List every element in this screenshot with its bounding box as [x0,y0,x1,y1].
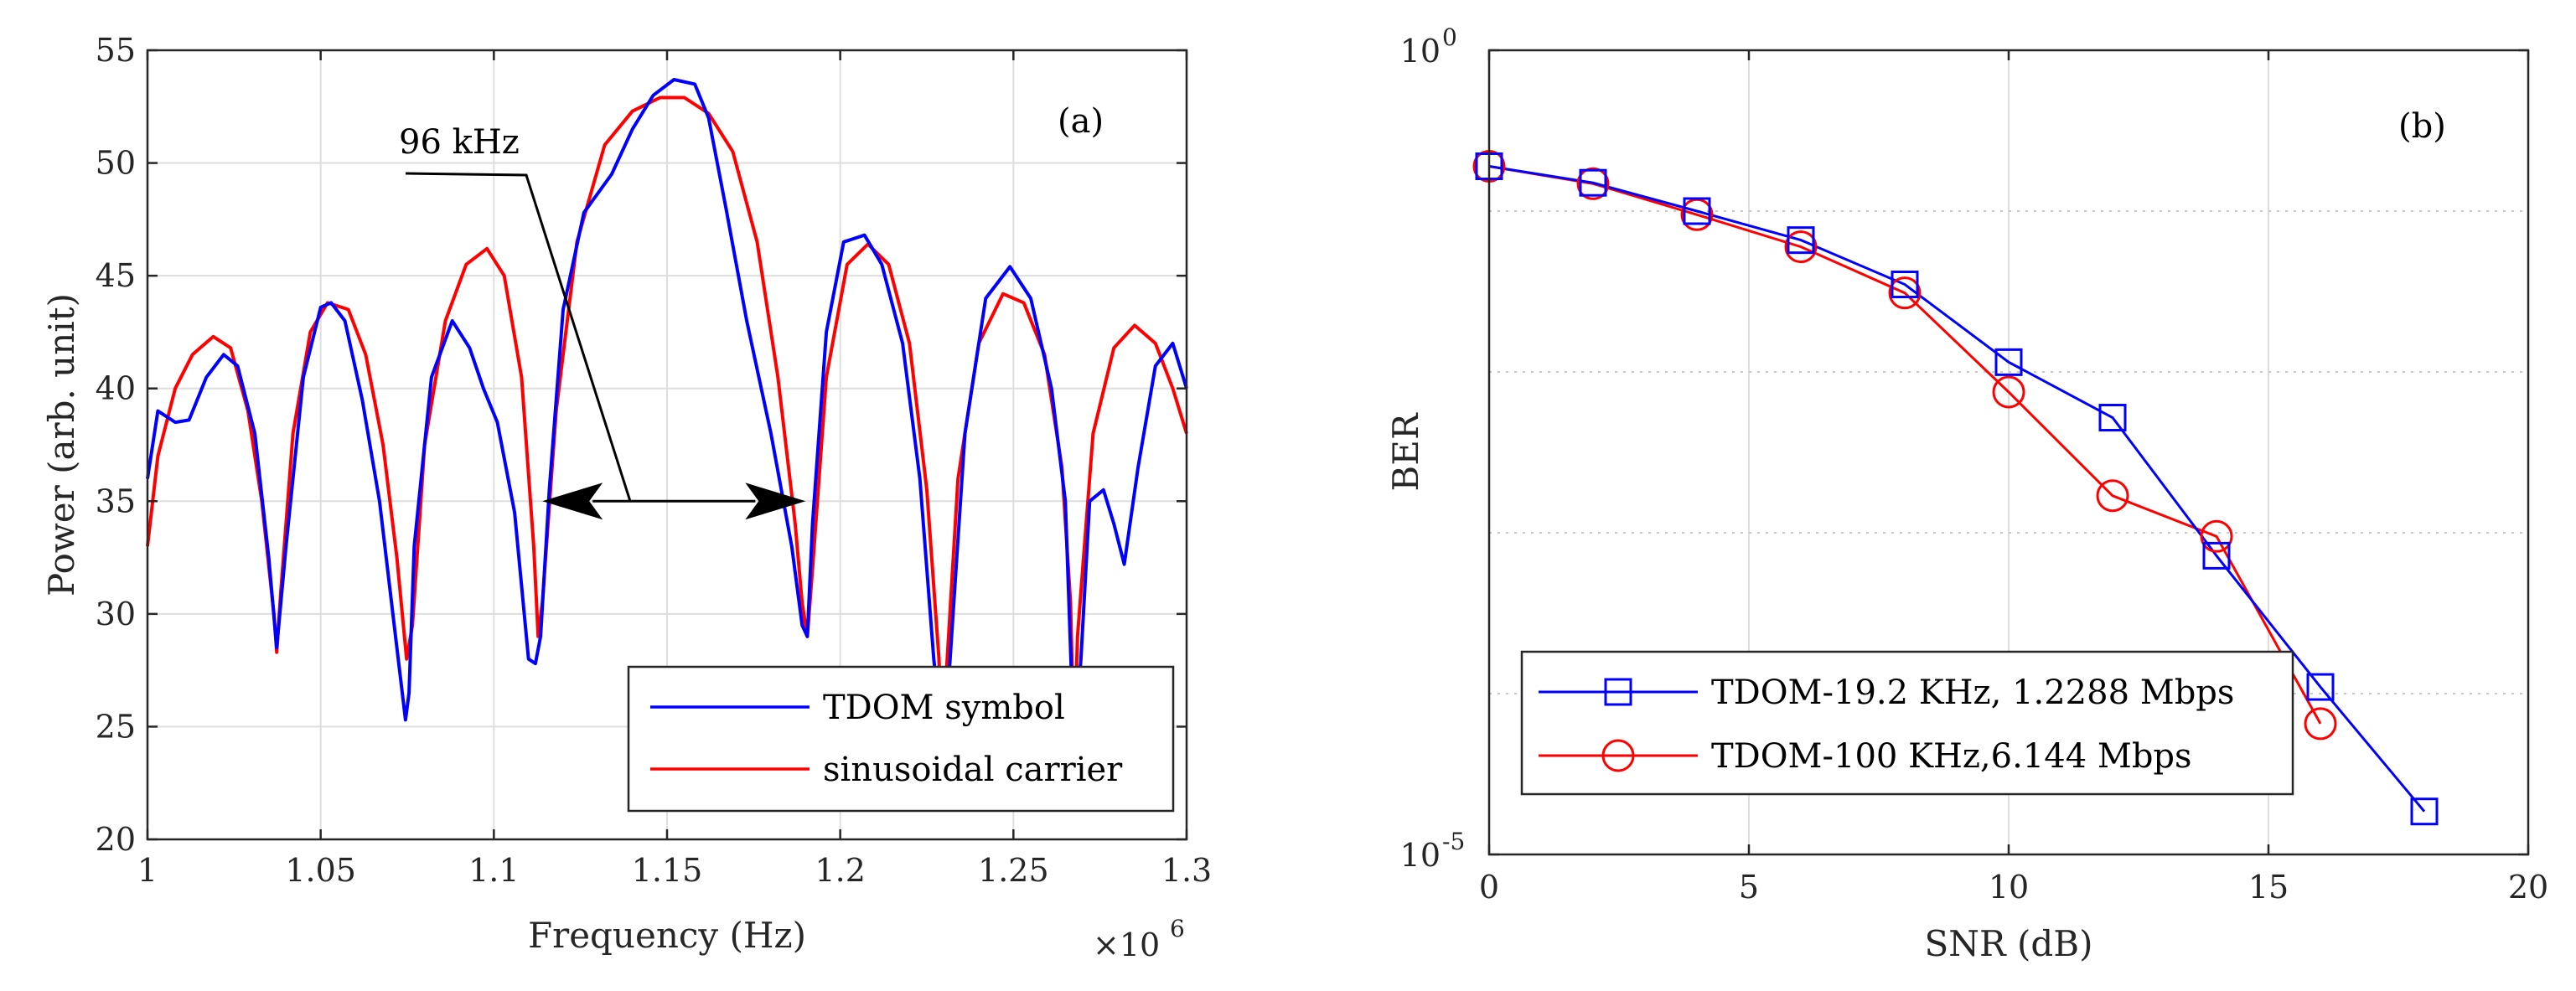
data-point-square [1994,348,2023,376]
legend-marker-square [1604,678,1632,706]
chart-a-ylabel: Power (arb. unit) [41,293,82,596]
legend-box [627,665,1175,813]
x-tick-label: 1.05 [285,852,356,889]
legend-box [1520,650,2294,796]
chart-a-series [146,78,1188,751]
x-tick-label: 1.15 [632,852,703,889]
series-line-tdom-100 [1488,165,2322,725]
chart-b-xlabel: SNR (dB) [1924,923,2092,964]
data-point-circle [1888,276,1922,310]
y-tick-label: 40 [96,370,136,407]
y-tick-label-exponent: 0 [1442,23,1457,51]
x-tick-label: 20 [2508,869,2548,906]
legend-label-tdom-symbol: TDOM symbol [823,689,1065,727]
x-tick-label: 1.3 [1161,852,1212,889]
y-tick-label-exponent: -5 [1442,828,1465,855]
annotation-leader-line [405,172,632,502]
x-tick-label: 0 [1479,869,1499,906]
series-line-tdom-19-2 [1488,165,2426,813]
legend-label-tdom-19-2: TDOM-19.2 KHz, 1.2288 Mbps [1711,674,2234,712]
data-point-circle [2200,519,2233,553]
chart-b-series [1472,149,2439,826]
legend-label-tdom-100: TDOM-100 KHz,6.144 Mbps [1711,737,2192,776]
data-point-circle [1992,375,2025,409]
data-point-square [1891,271,1919,299]
x-tick-label: 15 [2248,869,2289,906]
chart-b-panel-label: (b) [2398,107,2446,146]
data-point-circle [1576,167,1610,200]
chart-a-panel-label: (a) [1058,102,1104,141]
data-point-square [2410,797,2439,826]
chart-a-ticks: 1 1.05 1.1 1.15 1.2 1.25 1.3 20 25 30 35 40 45 50 55 [96,32,1213,889]
x-multiplier-base: ×10 [1093,926,1160,963]
chart-a-annotation: 96 kHz [399,123,806,520]
y-tick-label: 35 [96,483,136,519]
chart-b-ylabel: BER [1385,412,1426,492]
x-multiplier-exponent: 6 [1170,915,1185,942]
data-point-square [1579,168,1607,197]
chart-a-x-multiplier: ×10 6 [1093,915,1185,963]
data-point-square [1787,226,1815,255]
x-tick-label: 1 [137,852,158,889]
y-tick-label-base: 10 [1400,33,1441,70]
chart-a-power-spectrum: 96 kHz 1 1.05 1.1 1.15 1.2 1.25 1.3 20 25 30 35 40 4… [41,32,1212,963]
annotation-label-96khz: 96 kHz [399,123,520,162]
x-tick-label: 10 [1989,869,2029,906]
chart-a-legend: TDOM symbol sinusoidal carrier [627,665,1175,813]
y-tick-label: 30 [96,596,136,632]
chart-a-xlabel: Frequency (Hz) [528,915,806,956]
data-point-square [2098,404,2127,432]
y-tick-label: 55 [96,32,136,69]
y-tick-label-base: 10 [1400,837,1441,874]
data-point-square [1683,197,1711,225]
y-tick-label: 20 [96,821,136,858]
chart-b-legend: TDOM-19.2 KHz, 1.2288 Mbps TDOM-100 KHz,… [1520,650,2294,796]
annotation-arrowhead-left [542,483,603,520]
data-point-circle [2096,479,2129,513]
x-tick-label: 1.25 [978,852,1049,889]
x-tick-label: 1.2 [815,852,865,889]
data-point-circle [1784,230,1818,264]
legend-marker-circle [1601,739,1635,772]
data-point-square [2306,673,2335,701]
annotation-arrowhead-right [745,483,806,520]
series-line-sinusoidal-carrier [146,95,1188,751]
y-tick-label: 45 [96,257,136,294]
legend-label-sinusoidal-carrier: sinusoidal carrier [823,751,1123,789]
y-tick-label: 50 [96,145,136,182]
data-point-circle [2304,707,2337,741]
y-tick-label: 25 [96,708,136,745]
x-tick-label: 5 [1739,869,1759,906]
data-point-square [2202,541,2231,570]
x-tick-label: 1.1 [468,852,519,889]
series-line-tdom-symbol [146,78,1188,751]
